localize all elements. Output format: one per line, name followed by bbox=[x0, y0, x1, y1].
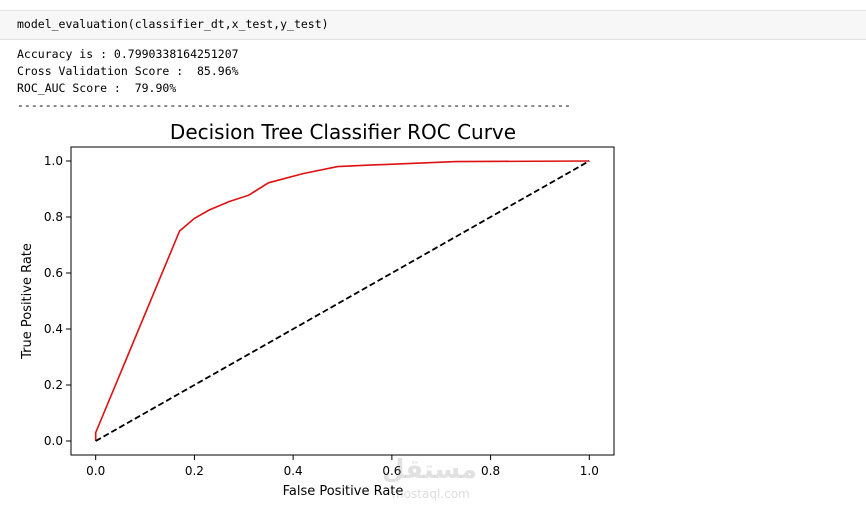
watermark-url: mostaql.com bbox=[392, 487, 470, 501]
code-cell[interactable]: model_evaluation(classifier_dt,x_test,y_… bbox=[0, 10, 866, 40]
x-tick-label: 0.4 bbox=[284, 464, 303, 478]
y-tick-label: 0.0 bbox=[44, 434, 63, 448]
y-tick-label: 1.0 bbox=[44, 154, 63, 168]
watermark-logo: مستقل bbox=[382, 455, 478, 485]
separator-line: ----------------------------------------… bbox=[17, 98, 571, 112]
series-group bbox=[94, 160, 590, 442]
code-line[interactable]: model_evaluation(classifier_dt,x_test,y_… bbox=[17, 17, 329, 31]
y-tick-label: 0.2 bbox=[44, 378, 63, 392]
x-tick-label: 0.8 bbox=[481, 464, 500, 478]
roc-curve-line bbox=[94, 160, 590, 441]
x-tick-label: 0.6 bbox=[382, 464, 401, 478]
accuracy-line: Accuracy is : 0.7990338164251207 bbox=[17, 47, 239, 61]
x-axis-label: False Positive Rate bbox=[283, 484, 404, 499]
y-ticks: 0.0 0.2 0.4 0.6 0.8 1.0 bbox=[44, 154, 71, 448]
x-tick-label: 1.0 bbox=[580, 464, 599, 478]
cv-score-line: Cross Validation Score : 85.96% bbox=[17, 64, 239, 78]
y-tick-label: 0.6 bbox=[44, 266, 63, 280]
x-tick-label: 0.2 bbox=[185, 464, 204, 478]
plot-frame bbox=[70, 146, 615, 456]
x-tick-label: 0.0 bbox=[86, 464, 105, 478]
y-tick-label: 0.8 bbox=[44, 210, 63, 224]
y-axis-label: True Positive Rate bbox=[20, 243, 35, 360]
roc-auc-line: ROC_AUC Score : 79.90% bbox=[17, 81, 177, 95]
chart-title: Decision Tree Classifier ROC Curve bbox=[170, 120, 516, 144]
diagonal-reference-line bbox=[95, 160, 590, 442]
y-tick-label: 0.4 bbox=[44, 322, 63, 336]
x-ticks: 0.0 0.2 0.4 0.6 0.8 1.0 bbox=[86, 455, 599, 478]
cell-output: Accuracy is : 0.7990338164251207 Cross V… bbox=[17, 46, 571, 114]
